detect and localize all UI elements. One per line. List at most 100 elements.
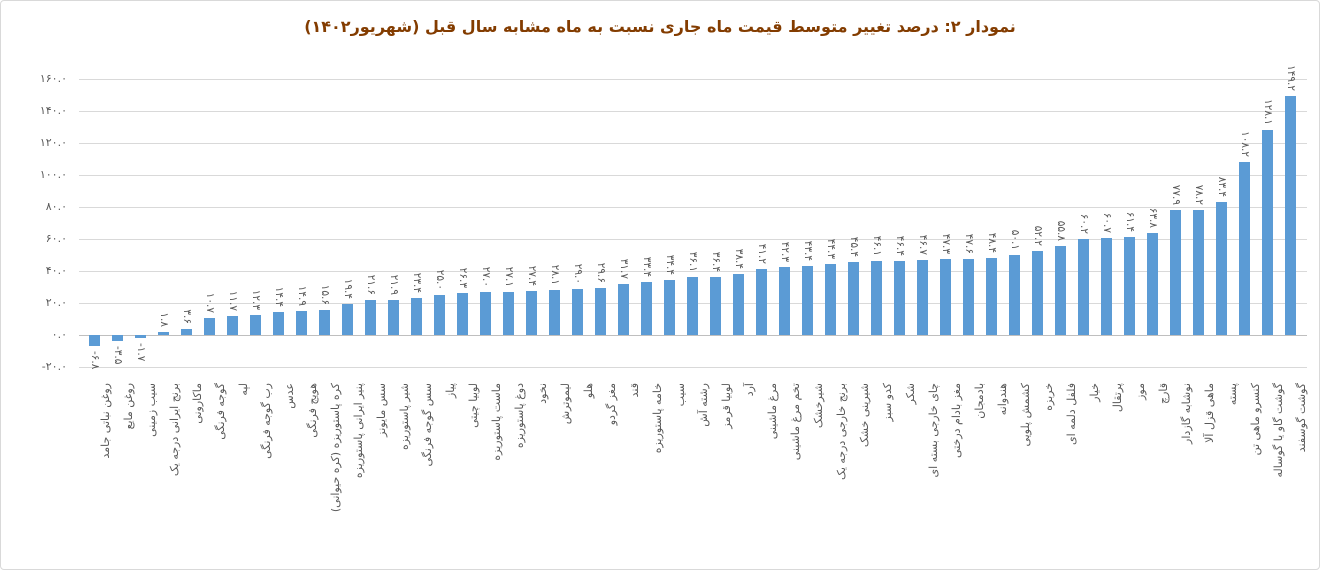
category-label: چای خارجی بسته ای <box>926 383 940 478</box>
gridline <box>79 111 1307 112</box>
category-label: فلفل دلمه ای <box>1064 383 1078 445</box>
category-label: کره پاستوریزه (کره حیوانی) <box>328 383 342 513</box>
bar <box>664 279 675 335</box>
value-label: ۱۴۹.۲ <box>1284 65 1297 92</box>
value-label: ۱۴.۴ <box>272 286 285 307</box>
value-label: ۲۷.۴ <box>525 265 538 287</box>
bar <box>158 332 169 335</box>
category-label: مغز گردو <box>604 383 618 426</box>
bar <box>687 277 698 335</box>
value-label: ۳.۶ <box>180 309 193 325</box>
gridline <box>79 143 1307 144</box>
value-label: ۲۷.۱ <box>502 266 515 287</box>
bar <box>871 261 882 335</box>
category-label: روغن نباتی جامد <box>98 383 112 459</box>
bar <box>434 295 445 335</box>
value-label: ۲۱.۹ <box>387 274 400 295</box>
value-label: ۴۲.۳ <box>778 242 791 263</box>
bar <box>89 335 100 346</box>
value-label: ۲۳.۴ <box>410 272 423 293</box>
category-label: پرتقال <box>1110 383 1124 413</box>
bar <box>1055 245 1066 335</box>
category-label: خامه پاستوریزه <box>650 383 664 454</box>
gridline <box>79 367 1307 368</box>
value-label: ۳۶.۱ <box>686 251 699 273</box>
category-label: لوبیا چیتی <box>466 383 480 428</box>
value-label: ۶۰.۲ <box>1077 213 1090 234</box>
bar <box>572 288 583 335</box>
value-label: -۶.۸ <box>88 350 101 370</box>
bar <box>480 291 491 335</box>
gridline <box>79 271 1307 272</box>
value-label: ۴۸.۴ <box>985 232 998 253</box>
bar <box>756 269 767 335</box>
value-label: ۱۹.۴ <box>341 278 354 299</box>
category-label: رشته آش <box>696 383 710 427</box>
bar <box>227 316 238 335</box>
bar <box>549 290 560 335</box>
y-tick-label: ۰.۰ <box>51 328 67 341</box>
value-label: ۶۰.۷ <box>1100 212 1113 233</box>
bar <box>1216 201 1227 335</box>
category-label: موز <box>1133 383 1147 400</box>
category-label: آرد <box>742 383 756 397</box>
category-label: لوبیا قرمز <box>719 383 733 429</box>
chart-title: نمودار ۲: درصد تغییر متوسط قیمت ماه جاری… <box>304 17 1016 36</box>
y-tick-label: ۴۰.۰ <box>45 264 67 277</box>
bar <box>940 259 951 335</box>
value-label: ۴۷.۳ <box>939 234 952 255</box>
category-label: پنیر ایرانی پاستوریزه <box>351 383 365 479</box>
category-label: هلو <box>581 383 595 399</box>
bar <box>1262 130 1273 335</box>
y-tick-label: ۲۰.۰ <box>45 296 67 309</box>
category-label: هندوانه <box>995 383 1009 416</box>
bar <box>1009 254 1020 335</box>
gridline <box>79 207 1307 208</box>
bar <box>1032 251 1043 335</box>
category-label: روغن مایع <box>121 383 135 430</box>
y-tick-label: ۶۰.۰ <box>45 232 67 245</box>
value-label: ۳۳.۴ <box>640 256 653 277</box>
value-label: ۱۰.۷ <box>203 292 216 313</box>
value-label: ۶۱.۴ <box>1123 211 1136 232</box>
value-label: ۱۴.۹ <box>295 285 308 307</box>
bar <box>1193 209 1204 335</box>
bar <box>204 317 215 335</box>
bar <box>848 262 859 335</box>
value-label: ۴۱.۲ <box>755 243 768 265</box>
value-label: ۴۳.۴ <box>801 240 814 261</box>
category-label: کشمش پلویی <box>1018 383 1032 447</box>
value-label: ۳۱.۷ <box>617 259 630 280</box>
bar <box>1239 161 1250 335</box>
category-label: رب گوجه فرنگی <box>259 383 273 459</box>
category-label: برنج ایرانی درجه یک <box>167 383 181 477</box>
value-label: ۶۳.۸ <box>1146 207 1159 228</box>
category-label: ماکارونی <box>190 383 204 424</box>
bar <box>503 291 514 335</box>
bar <box>181 329 192 335</box>
bar <box>802 265 813 335</box>
gridline <box>79 175 1307 176</box>
value-label: ۴۶.۷ <box>916 235 929 256</box>
category-label: شکر <box>903 383 917 405</box>
category-label: مرغ ماشینی <box>765 383 779 440</box>
value-label: ۵۵.۸ <box>1054 220 1067 241</box>
category-label: پسته <box>1225 383 1239 406</box>
value-label: ۲۵.۰ <box>433 269 446 290</box>
category-label: هویج فرنگی <box>305 383 319 438</box>
bar <box>963 258 974 335</box>
category-label: گوشت گاو یا گوساله <box>1271 383 1285 478</box>
category-label: قارچ <box>1156 383 1170 405</box>
value-label: ۵۲.۲ <box>1031 226 1044 247</box>
category-label: خیار <box>1087 383 1101 402</box>
bar <box>1285 96 1296 335</box>
bar <box>710 276 721 335</box>
value-label: ۲۱.۶ <box>364 275 377 296</box>
value-label: ۴۷.۶ <box>962 233 975 254</box>
bar <box>457 292 468 335</box>
value-label: ۱۱.۷ <box>226 291 239 312</box>
value-label: ۴۵.۴ <box>847 237 860 258</box>
value-label: ۱۵.۶ <box>318 284 331 306</box>
category-label: نخود <box>535 383 549 404</box>
